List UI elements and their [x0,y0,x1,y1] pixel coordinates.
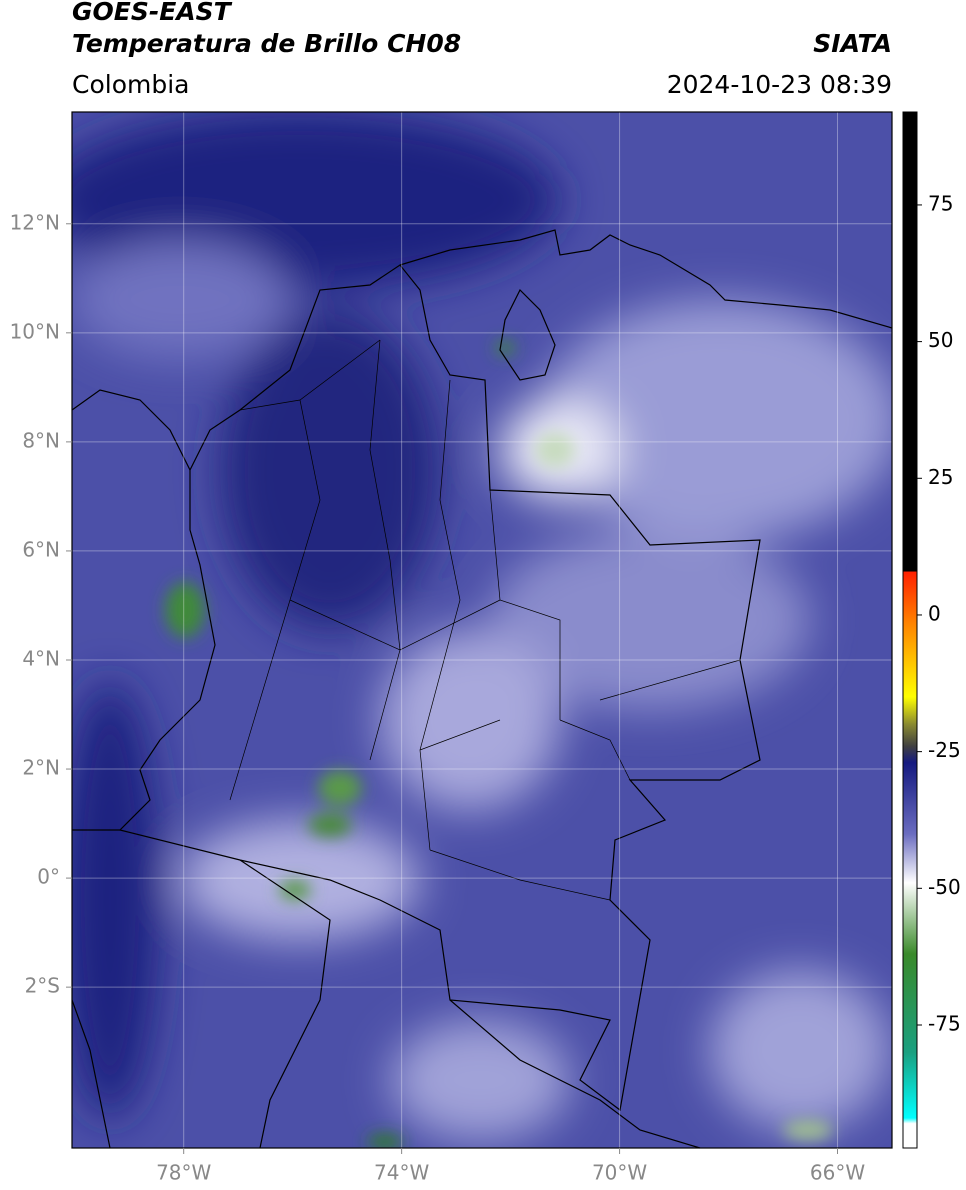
y-tick-label: 0° [37,865,60,889]
timestamp: 2024-10-23 08:39 [667,70,892,99]
colorbar-tick-label: 75 [928,191,953,215]
y-tick-label: 10°N [10,319,60,343]
colorbar-tick-label: -25 [928,738,961,762]
department-lines [229,339,741,901]
x-tick-label: 70°W [592,1161,647,1185]
y-tick-label: 6°N [22,537,60,561]
x-tick-label: 74°W [374,1161,429,1185]
colorbar-tick-label: 50 [928,328,953,352]
colorbar-tick-label: 25 [928,465,953,489]
borders [71,229,893,1149]
subtitle: Temperatura de Brillo CH08 [72,29,461,58]
colorbar-tick-label: 0 [928,601,941,625]
satellite-image [72,112,892,1148]
panama-coast [71,389,191,471]
venezuela-coast [399,229,893,329]
map-frame [71,111,893,1149]
colorbar-tick-label: -50 [928,875,961,899]
region: Colombia [72,70,189,99]
colorbar [902,111,918,1149]
y-tick-label: 12°N [10,210,60,234]
title: GOES-EAST [72,0,233,26]
lake-maracaibo [499,288,556,381]
ecuador-peru [71,829,701,1149]
y-tick-label: 2°S [25,974,60,998]
source: SIATA [813,29,892,58]
colombia-border [118,264,761,1112]
y-tick-label: 2°N [22,756,60,780]
x-tick-label: 78°W [156,1161,211,1185]
y-tick-label: 4°N [22,646,60,670]
x-tick-label: 66°W [810,1161,865,1185]
colorbar-tick-label: -75 [928,1011,961,1035]
y-tick-label: 8°N [22,428,60,452]
